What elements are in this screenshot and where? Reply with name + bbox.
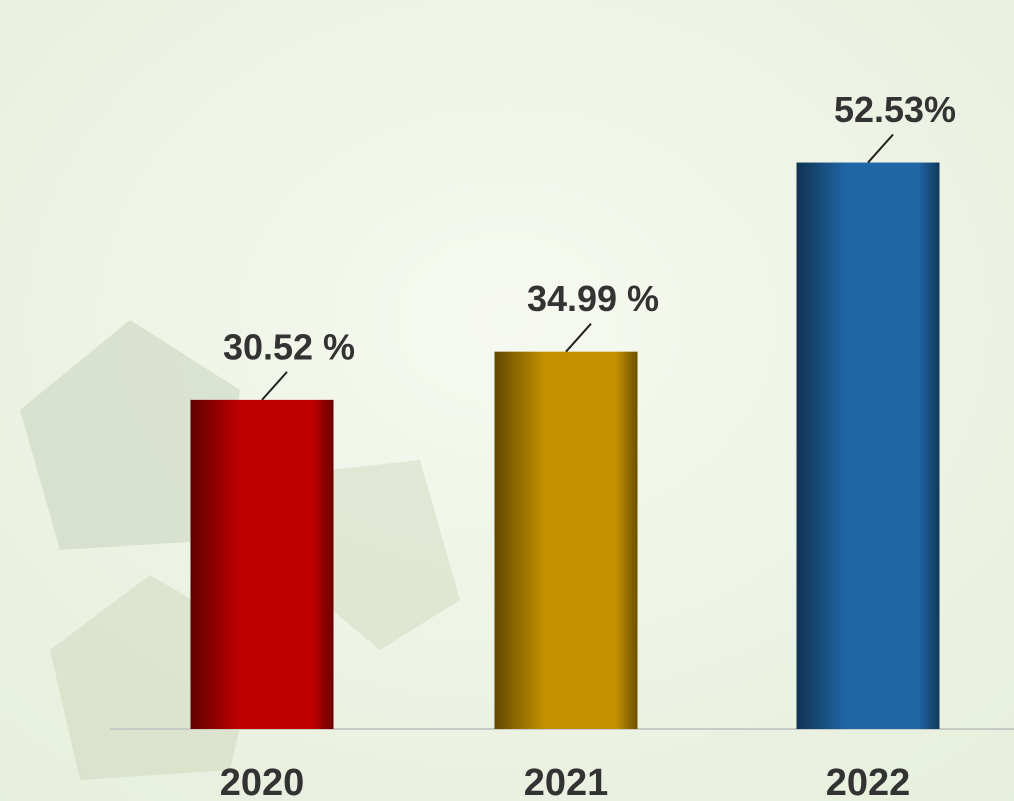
bar-shade xyxy=(190,399,334,729)
leader-line xyxy=(261,371,288,401)
bar-shade xyxy=(796,162,940,729)
value-label: 30.52 % xyxy=(223,326,355,367)
x-tick-label: 2022 xyxy=(826,762,911,801)
decor xyxy=(20,320,240,550)
leader-line xyxy=(867,133,894,164)
value-label: 52.53% xyxy=(834,89,956,130)
x-tick-label: 2020 xyxy=(220,762,305,801)
x-tick-label: 2021 xyxy=(524,762,609,801)
decor xyxy=(320,460,460,650)
leader-line xyxy=(565,323,592,353)
bar-shade xyxy=(494,351,638,729)
value-label: 34.99 % xyxy=(527,278,659,319)
